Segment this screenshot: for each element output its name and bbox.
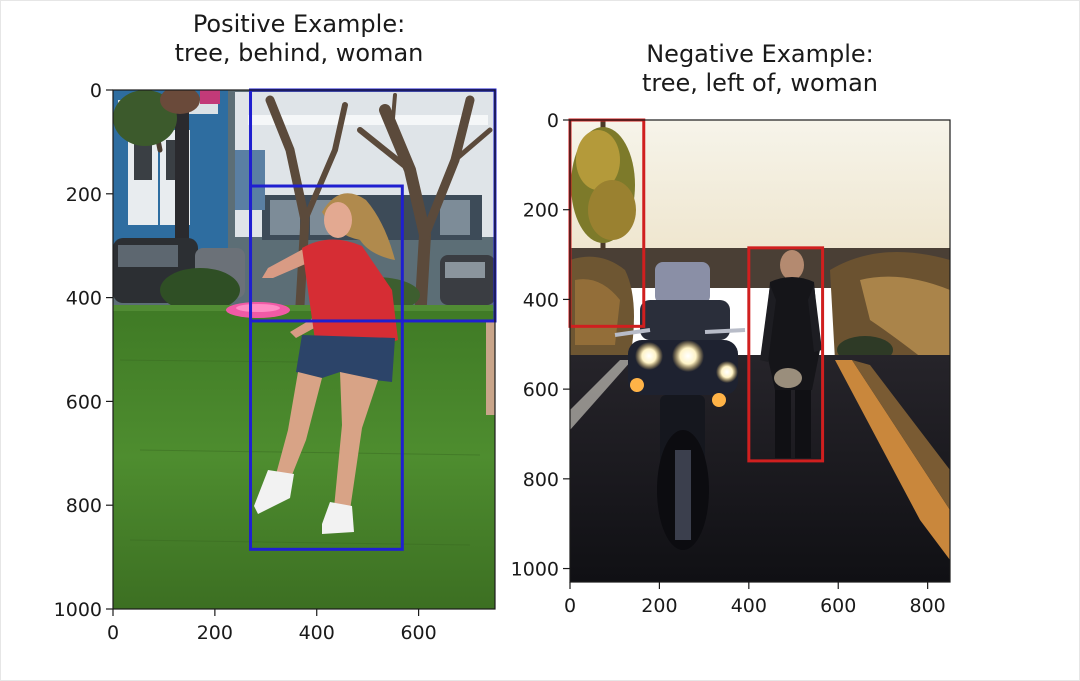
positive-panel-title: Positive Example: tree, behind, woman <box>174 10 424 67</box>
negative-x-tick-label: 200 <box>641 595 677 617</box>
negative-x-tick-label: 400 <box>731 595 767 617</box>
negative-y-tick-label: 1000 <box>511 559 559 581</box>
positive-x-tick-label: 600 <box>400 622 436 644</box>
positive-x-tick-label: 200 <box>197 622 233 644</box>
positive-y-tick-label: 200 <box>66 184 102 206</box>
negative-y-tick-label: 600 <box>523 379 559 401</box>
positive-x-tick-label: 400 <box>299 622 335 644</box>
positive-y-tick-label: 400 <box>66 288 102 310</box>
positive-woman-box <box>249 184 404 551</box>
negative-axes: 0 200 400 600 800 0 200 400 600 800 1000 <box>511 110 951 617</box>
positive-photo <box>113 90 495 609</box>
negative-x-tick-label: 0 <box>564 595 576 617</box>
positive-y-tick-label: 800 <box>66 495 102 517</box>
negative-y-tick-label: 0 <box>547 110 559 132</box>
negative-x-tick-label: 800 <box>910 595 946 617</box>
positive-axes-frame <box>112 89 496 610</box>
negative-axes-frame <box>569 119 951 583</box>
negative-y-tick-label: 400 <box>523 289 559 311</box>
positive-y-tick-label: 0 <box>90 80 102 102</box>
negative-y-tick-label: 200 <box>523 200 559 222</box>
negative-y-tick-label: 800 <box>523 469 559 491</box>
negative-x-tick-label: 600 <box>820 595 856 617</box>
positive-axes: 0 200 400 600 0 200 400 600 800 1000 <box>54 80 496 644</box>
negative-panel-title: Negative Example: tree, left of, woman <box>641 40 879 97</box>
positive-y-tick-label: 1000 <box>54 599 102 621</box>
negative-woman-box <box>747 246 825 463</box>
negative-photo <box>570 120 950 582</box>
positive-y-tick-label: 600 <box>66 391 102 413</box>
positive-x-tick-label: 0 <box>107 622 119 644</box>
